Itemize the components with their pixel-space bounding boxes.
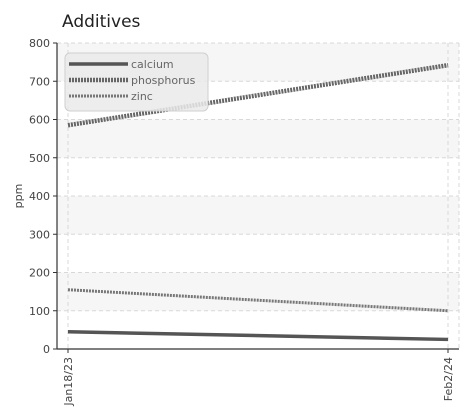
y-tick-label: 800: [29, 37, 50, 50]
series-line-phosphorus: [67, 62, 449, 128]
legend-label: zinc: [131, 90, 153, 103]
y-tick-label: 400: [29, 190, 50, 203]
y-tick-label: 200: [29, 267, 50, 280]
plot-band: [57, 119, 459, 158]
y-ticks: 0 100 200 300 400 500 600 700 800: [29, 37, 57, 356]
x-tick-label: Feb2/24: [442, 357, 455, 401]
y-tick-label: 500: [29, 152, 50, 165]
legend-label: phosphorus: [131, 74, 196, 87]
series-group: [67, 62, 449, 342]
x-ticks: Jan18/23 Feb2/24: [62, 349, 455, 407]
y-tick-label: 0: [43, 343, 50, 356]
chart-title: Additives: [62, 12, 141, 32]
plot-band: [57, 157, 459, 196]
plot-band: [57, 310, 459, 349]
legend[interactable]: calcium phosphorus zinc: [64, 52, 209, 112]
plot-band: [57, 196, 459, 235]
plot-band: [57, 272, 459, 311]
legend-label: calcium: [131, 58, 174, 71]
y-tick-label: 300: [29, 228, 50, 241]
y-tick-label: 600: [29, 114, 50, 127]
plot-band: [57, 234, 459, 273]
y-tick-label: 700: [29, 75, 50, 88]
x-tick-label: Jan18/23: [62, 357, 75, 407]
series-line-zinc: [67, 288, 449, 313]
series-line-calcium: [67, 330, 449, 342]
y-axis-label: ppm: [12, 184, 25, 209]
y-tick-label: 100: [29, 305, 50, 318]
